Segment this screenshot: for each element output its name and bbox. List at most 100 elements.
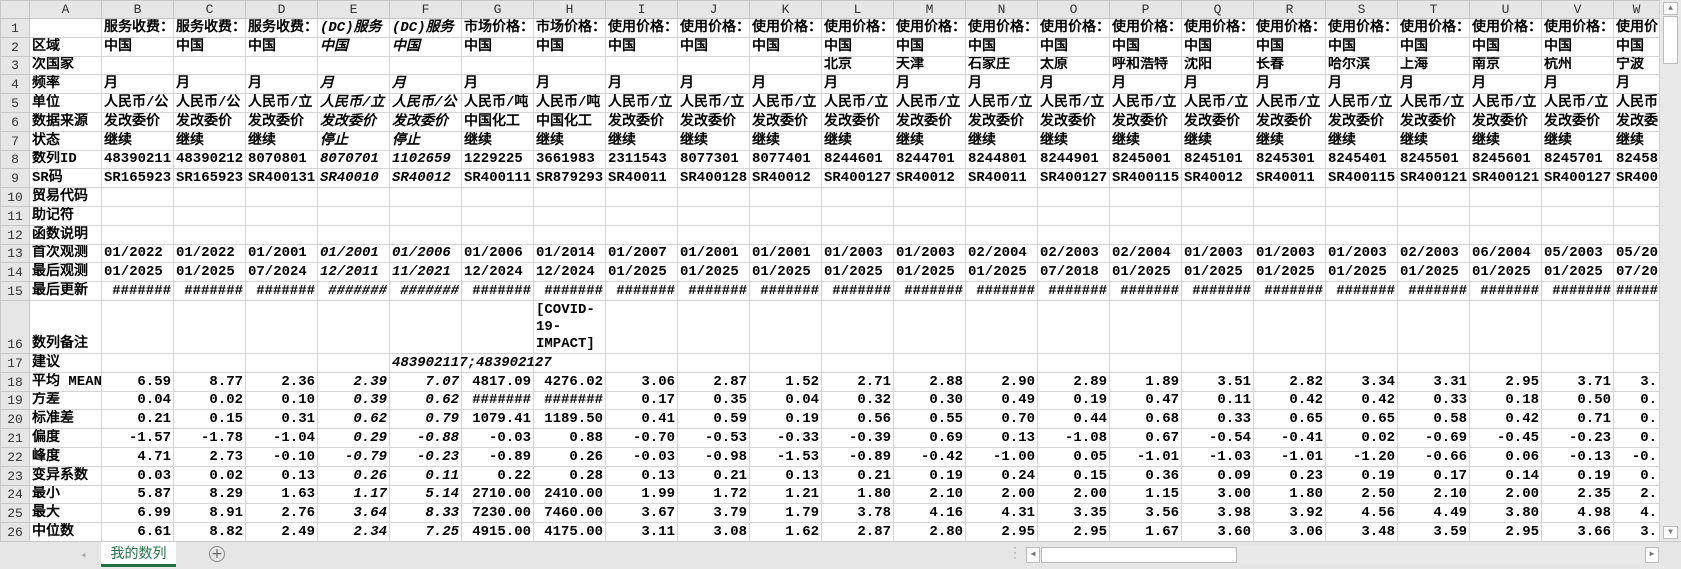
cell-T17[interactable]	[1397, 352, 1470, 373]
cell-B12[interactable]	[101, 224, 174, 245]
cell-T12[interactable]	[1397, 224, 1470, 245]
cell-K10[interactable]	[749, 187, 822, 207]
cell-N23[interactable]: 0.24	[965, 465, 1038, 486]
column-header-B[interactable]: B	[101, 0, 174, 19]
cell-K11[interactable]	[749, 205, 822, 226]
cell-Q23[interactable]: 0.09	[1181, 465, 1254, 486]
row-header-3[interactable]: 3	[0, 55, 30, 76]
cell-T7[interactable]: 继续	[1397, 130, 1470, 151]
cell-P5[interactable]: 人民币/立	[1109, 93, 1182, 113]
cell-E20[interactable]: 0.62	[317, 409, 390, 430]
cell-B7[interactable]: 继续	[101, 130, 174, 151]
cell-E8[interactable]: 8070701	[317, 149, 390, 170]
cell-V6[interactable]: 发改委价	[1541, 111, 1614, 132]
cell-T3[interactable]: 上海	[1397, 55, 1470, 76]
cell-E13[interactable]: 01/2001	[317, 243, 390, 264]
cell-G9[interactable]: SR400111	[461, 168, 534, 189]
row-header-26[interactable]: 26	[0, 522, 30, 541]
cell-R6[interactable]: 发改委价	[1253, 111, 1326, 132]
cell-I8[interactable]: 2311543	[605, 149, 678, 170]
cell-O3[interactable]: 太原	[1037, 55, 1110, 76]
cell-K6[interactable]: 发改委价	[749, 111, 822, 132]
cell-E16[interactable]	[317, 299, 390, 354]
cell-A6[interactable]: 数据来源	[29, 111, 102, 132]
cell-P10[interactable]	[1109, 187, 1182, 207]
cell-R24[interactable]: 1.80	[1253, 484, 1326, 505]
scroll-right-icon[interactable]: ▶	[1645, 547, 1659, 563]
cell-T24[interactable]: 2.10	[1397, 484, 1470, 505]
cell-W2[interactable]: 中国	[1613, 36, 1659, 57]
cell-M23[interactable]: 0.19	[893, 465, 966, 486]
cell-D6[interactable]: 发改委价	[245, 111, 318, 132]
cell-N20[interactable]: 0.70	[965, 409, 1038, 430]
cell-J26[interactable]: 3.08	[677, 522, 750, 541]
cell-A5[interactable]: 单位	[29, 93, 102, 113]
cell-U6[interactable]: 发改委价	[1469, 111, 1542, 132]
cell-G10[interactable]	[461, 187, 534, 207]
cell-L18[interactable]: 2.71	[821, 371, 894, 392]
cell-P12[interactable]	[1109, 224, 1182, 245]
column-header-E[interactable]: E	[317, 0, 390, 19]
cell-L15[interactable]: #######	[821, 281, 894, 301]
cell-P22[interactable]: -1.01	[1109, 446, 1182, 467]
cell-P18[interactable]: 1.89	[1109, 371, 1182, 392]
cell-H18[interactable]: 4276.02	[533, 371, 606, 392]
cell-S10[interactable]	[1325, 187, 1398, 207]
cell-L20[interactable]: 0.56	[821, 409, 894, 430]
cell-H21[interactable]: 0.88	[533, 428, 606, 448]
cell-G19[interactable]: #######	[461, 390, 534, 411]
cell-C25[interactable]: 8.91	[173, 503, 246, 524]
cell-V8[interactable]: 8245701	[1541, 149, 1614, 170]
cell-O15[interactable]: #######	[1037, 281, 1110, 301]
cell-J10[interactable]	[677, 187, 750, 207]
cell-D7[interactable]: 继续	[245, 130, 318, 151]
cell-Q4[interactable]: 月	[1181, 74, 1254, 95]
cell-D5[interactable]: 人民币/立	[245, 93, 318, 113]
column-header-U[interactable]: U	[1469, 0, 1542, 19]
cell-S18[interactable]: 3.34	[1325, 371, 1398, 392]
cell-B13[interactable]: 01/2022	[101, 243, 174, 264]
row-header-1[interactable]: 1	[0, 18, 30, 38]
cell-R21[interactable]: -0.41	[1253, 428, 1326, 448]
cell-Q16[interactable]	[1181, 299, 1254, 354]
cell-Q21[interactable]: -0.54	[1181, 428, 1254, 448]
cell-T25[interactable]: 4.49	[1397, 503, 1470, 524]
cell-H1[interactable]: 市场价格：	[533, 18, 606, 38]
cell-A7[interactable]: 状态	[29, 130, 102, 151]
cell-F26[interactable]: 7.25	[389, 522, 462, 541]
scroll-down-icon[interactable]: ▼	[1663, 526, 1678, 539]
cell-J7[interactable]: 继续	[677, 130, 750, 151]
cell-C22[interactable]: 2.73	[173, 446, 246, 467]
cell-K7[interactable]: 继续	[749, 130, 822, 151]
cell-O14[interactable]: 07/2018	[1037, 262, 1110, 283]
row-header-13[interactable]: 13	[0, 243, 30, 264]
cell-C18[interactable]: 8.77	[173, 371, 246, 392]
cell-I4[interactable]: 月	[605, 74, 678, 95]
column-header-S[interactable]: S	[1325, 0, 1398, 19]
row-header-24[interactable]: 24	[0, 484, 30, 505]
cell-G2[interactable]: 中国	[461, 36, 534, 57]
cell-B18[interactable]: 6.59	[101, 371, 174, 392]
cell-P2[interactable]: 中国	[1109, 36, 1182, 57]
row-header-8[interactable]: 8	[0, 149, 30, 170]
cell-O21[interactable]: -1.08	[1037, 428, 1110, 448]
row-header-10[interactable]: 10	[0, 187, 30, 207]
cell-L4[interactable]: 月	[821, 74, 894, 95]
cell-N1[interactable]: 使用价格：	[965, 18, 1038, 38]
cell-Q7[interactable]: 继续	[1181, 130, 1254, 151]
cell-E6[interactable]: 发改委价	[317, 111, 390, 132]
cell-T13[interactable]: 02/2003	[1397, 243, 1470, 264]
cell-N26[interactable]: 2.95	[965, 522, 1038, 541]
cell-H22[interactable]: 0.26	[533, 446, 606, 467]
cell-Q13[interactable]: 01/2003	[1181, 243, 1254, 264]
cell-V1[interactable]: 使用价格：	[1541, 18, 1614, 38]
cell-J11[interactable]	[677, 205, 750, 226]
cell-T6[interactable]: 发改委价	[1397, 111, 1470, 132]
cell-G21[interactable]: -0.03	[461, 428, 534, 448]
cell-E12[interactable]	[317, 224, 390, 245]
cell-U23[interactable]: 0.14	[1469, 465, 1542, 486]
cell-Q8[interactable]: 8245101	[1181, 149, 1254, 170]
cell-L10[interactable]	[821, 187, 894, 207]
cell-J4[interactable]: 月	[677, 74, 750, 95]
cell-T11[interactable]	[1397, 205, 1470, 226]
